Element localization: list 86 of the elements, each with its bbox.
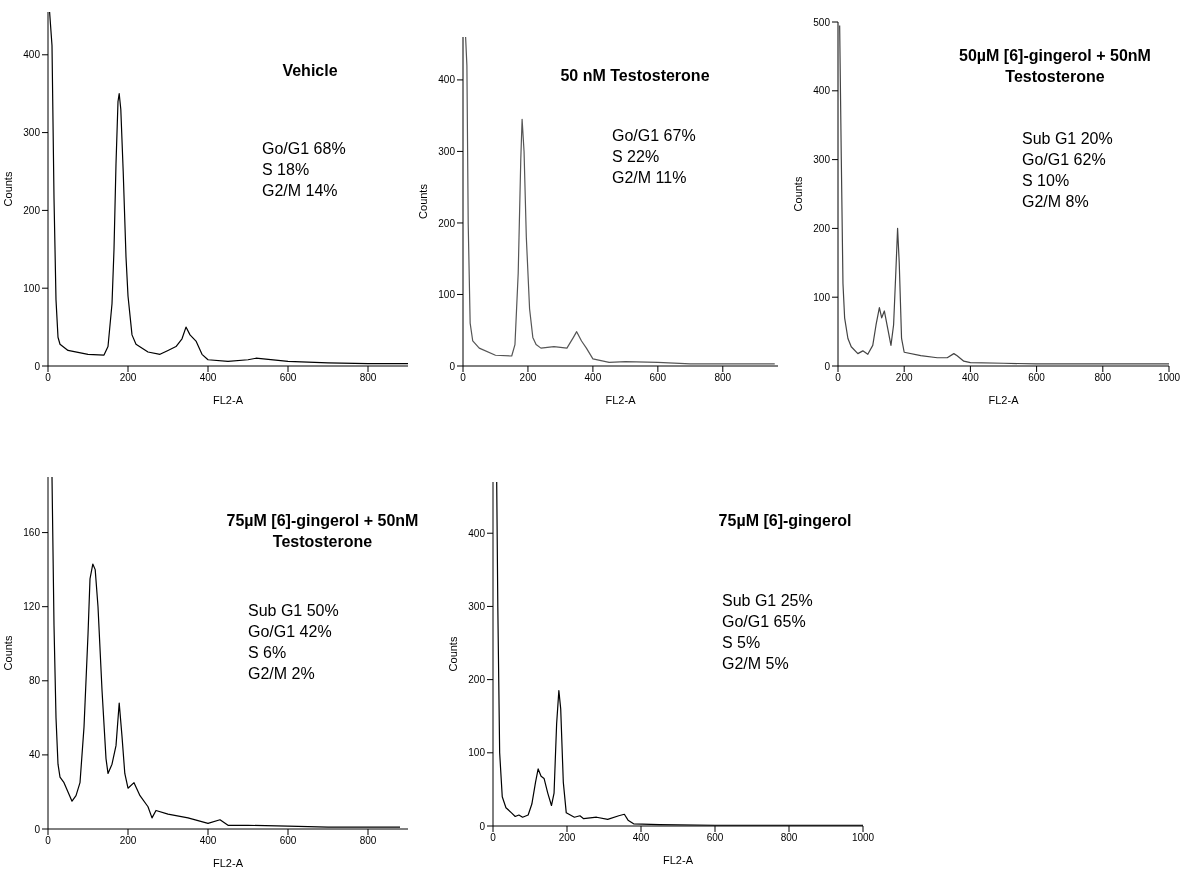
x-tick-label: 200	[519, 372, 537, 384]
annotation: Go/G1 68%	[262, 139, 346, 159]
annotation: Sub G1 25%	[722, 591, 813, 611]
x-tick-label: 200	[119, 835, 137, 847]
x-tick-label: 400	[632, 832, 650, 844]
y-tick-label: 300	[438, 145, 456, 157]
annotation: G2/M 8%	[1022, 192, 1090, 212]
text: 75µM [6]-gingerol	[717, 511, 853, 531]
x-tick-label: 0	[835, 372, 842, 384]
x-tick-label: 600	[279, 835, 297, 847]
x-tick-label: 400	[584, 372, 602, 384]
y-tick-label: 0	[824, 360, 831, 372]
y-tick-label: 120	[23, 601, 41, 613]
annotation: Go/G1 42%	[248, 622, 333, 642]
annotation: Sub G1 20%	[1022, 129, 1113, 149]
y-tick-label: 100	[813, 291, 831, 303]
y-tick-label: 400	[438, 74, 456, 86]
x-axis-title: FL2-A	[213, 857, 244, 869]
y-tick-label: 200	[23, 204, 41, 216]
x-axis-title: FL2-A	[213, 394, 244, 406]
annotation: Go/G1 62%	[1022, 150, 1107, 170]
y-tick-label: 200	[813, 222, 831, 234]
y-tick-label: 40	[28, 749, 41, 761]
x-tick-label: 800	[1094, 372, 1112, 384]
y-tick-label: 400	[468, 527, 486, 539]
annotation: G2/M 14%	[262, 181, 339, 201]
x-tick-label: 200	[895, 372, 913, 384]
x-tick-label: 1000	[1157, 372, 1181, 384]
annotation: S 22%	[612, 147, 661, 167]
y-tick-label: 0	[34, 823, 41, 835]
annotation: G2/M 11%	[612, 168, 688, 188]
y-axis-title: Counts	[791, 176, 804, 212]
text: 75µM [6]-gingerol + 50nM Testosterone	[225, 511, 420, 552]
x-tick-label: 400	[199, 835, 217, 847]
x-tick-label: 0	[45, 372, 52, 384]
annotation: Go/G1 65%	[722, 612, 807, 632]
x-tick-label: 800	[359, 835, 377, 847]
y-tick-label: 0	[449, 360, 456, 372]
y-axis-title: Counts	[1, 635, 14, 671]
x-tick-label: 800	[780, 832, 798, 844]
x-axis-title: FL2-A	[605, 394, 637, 406]
x-tick-label: 0	[490, 832, 497, 844]
x-axis-title: FL2-A	[663, 854, 694, 866]
y-tick-label: 100	[23, 282, 41, 294]
y-tick-label: 100	[468, 747, 486, 759]
y-tick-label: 500	[813, 16, 831, 28]
x-tick-label: 0	[45, 835, 52, 847]
x-tick-label: 400	[962, 372, 980, 384]
text: Vehicle	[281, 61, 339, 81]
x-tick-label: 800	[359, 372, 377, 384]
x-tick-label: 600	[706, 832, 724, 844]
annotation: Sub G1 50%	[248, 601, 339, 621]
x-tick-label: 200	[558, 832, 576, 844]
x-axis-title: FL2-A	[988, 394, 1020, 406]
y-tick-label: 200	[468, 674, 486, 686]
x-tick-label: 600	[279, 372, 297, 384]
y-tick-label: 200	[438, 217, 456, 229]
annotation: Go/G1 67%	[612, 126, 696, 146]
y-tick-label: 80	[28, 675, 41, 687]
text: 50 nM Testosterone	[559, 66, 711, 86]
x-tick-label: 800	[714, 372, 732, 384]
y-tick-label: 160	[23, 527, 41, 539]
y-tick-label: 300	[468, 600, 486, 612]
x-tick-label: 600	[649, 372, 667, 384]
y-tick-label: 300	[23, 127, 41, 139]
y-axis-title: Counts	[446, 636, 459, 672]
annotation: S 5%	[722, 633, 762, 653]
y-tick-label: 300	[813, 154, 831, 166]
annotation: S 18%	[262, 160, 311, 180]
annotation: S 10%	[1022, 171, 1071, 191]
y-axis-title: Counts	[416, 183, 429, 219]
y-tick-label: 400	[23, 49, 41, 61]
y-tick-label: 0	[34, 360, 41, 372]
x-tick-label: 200	[119, 372, 137, 384]
y-tick-label: 400	[813, 85, 831, 97]
y-tick-label: 100	[438, 289, 456, 301]
text: 50µM [6]-gingerol + 50nM Testosterone	[958, 46, 1152, 87]
x-tick-label: 1000	[851, 832, 875, 844]
x-tick-label: 0	[460, 372, 467, 384]
x-tick-label: 600	[1028, 372, 1046, 384]
y-axis-title: Counts	[1, 171, 14, 207]
annotation: G2/M 2%	[248, 664, 316, 684]
annotation: S 6%	[248, 643, 288, 663]
x-tick-label: 400	[199, 372, 217, 384]
annotation: G2/M 5%	[722, 654, 790, 674]
y-tick-label: 0	[479, 820, 486, 832]
